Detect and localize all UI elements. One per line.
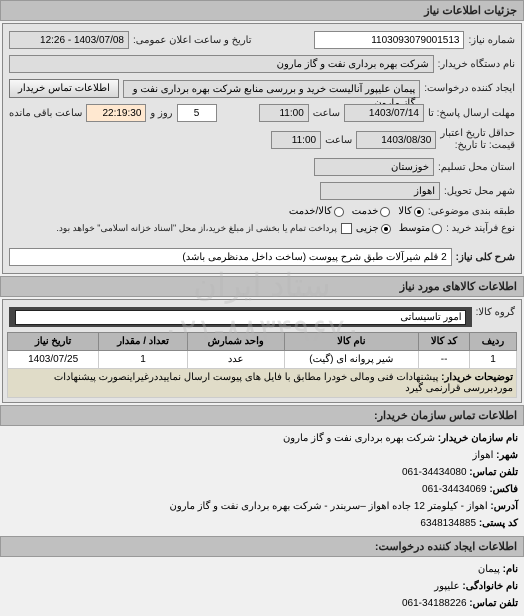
col-qty: تعداد / مقدار <box>99 333 188 351</box>
subject-class-radios: کالا خدمت کالا/خدمت <box>289 206 424 217</box>
goods-panel: گروه کالا: ردیف کد کالا نام کالا واحد شم… <box>2 299 522 403</box>
creator-section-header: اطلاعات ایجاد کننده درخواست: <box>0 536 524 557</box>
contact-fax-label: فاکس: <box>489 484 518 495</box>
creator-tel-value: 34188226-061 <box>402 598 467 609</box>
radio-partial[interactable]: جزیی <box>356 223 391 234</box>
treasury-checkbox[interactable] <box>341 223 352 234</box>
send-deadline-label: مهلت ارسال پاسخ: تا <box>428 108 515 119</box>
city-label: شهر محل تحویل: <box>444 186 515 197</box>
validity-time-field: 11:00 <box>271 131 321 149</box>
contact-fax-value: 34434069-061 <box>422 484 487 495</box>
creator-name-value: پیمان <box>478 564 500 575</box>
group-searchbar <box>9 307 472 327</box>
contact-addr-value: اهواز - کیلومتر 12 جاده اهواز –سربندر - … <box>170 501 488 512</box>
validity-label: حداقل تاریخ اعتبار قیمت: تا تاریخ: <box>440 128 515 152</box>
buyer-notes-row: توضیحات خریدار: پیشنهادات فنی ومالی خودر… <box>8 369 517 398</box>
contact-section-header: اطلاعات تماس سازمان خریدار: <box>0 405 524 426</box>
pub-date-field: 1403/07/08 - 12:26 <box>9 31 129 49</box>
col-code: کد کالا <box>419 333 470 351</box>
city-field: اهواز <box>320 182 440 200</box>
contact-post-label: کد پستی: <box>479 518 518 529</box>
contact-tel-value: 34434080-061 <box>402 467 467 478</box>
col-idx: ردیف <box>470 333 517 351</box>
creator-field: پیمان علیپور آنالیست خرید و بررسی منابع … <box>123 80 420 98</box>
radio-service[interactable]: خدمت <box>352 206 391 217</box>
days-suffix: روز و <box>150 108 172 119</box>
send-time-label: ساعت <box>313 108 340 119</box>
buyer-device-label: نام دستگاه خریدار: <box>438 59 515 70</box>
contact-info: نام سازمان خریدار: شرکت بهره برداری نفت … <box>0 426 524 536</box>
province-label: استان محل تسلیم: <box>438 162 515 173</box>
org-label: نام سازمان خریدار: <box>438 433 518 444</box>
remain-label: ساعت باقی مانده <box>9 108 82 119</box>
cell-date: 1403/07/25 <box>8 351 99 369</box>
subject-class-label: طبقه بندی موضوعی: <box>428 206 515 217</box>
goods-table: ردیف کد کالا نام کالا واحد شمارش تعداد /… <box>7 332 517 398</box>
cell-unit: عدد <box>187 351 284 369</box>
creator-tel-label: تلفن تماس: <box>469 598 518 609</box>
col-name: نام کالا <box>284 333 419 351</box>
cell-code: -- <box>419 351 470 369</box>
need-no-field: 1103093079001513 <box>314 31 464 49</box>
group-input[interactable] <box>15 310 466 325</box>
buy-note: پرداخت تمام یا بخشی از مبلغ خرید،از محل … <box>56 223 336 234</box>
contact-city-value: اهواز <box>473 450 494 461</box>
contact-post-value: 6348134885 <box>420 518 476 529</box>
creator-family-value: علیپور <box>434 581 459 592</box>
contact-city-label: شهر: <box>496 450 518 461</box>
radio-medium[interactable]: متوسط <box>399 223 442 234</box>
table-row[interactable]: 1 -- شیر پروانه ای (گیت) عدد 1 1403/07/2… <box>8 351 517 369</box>
pub-date-label: تاریخ و ساعت اعلان عمومی: <box>133 35 252 46</box>
radio-dot-icon <box>381 224 391 234</box>
creator-name-label: نام: <box>503 564 518 575</box>
buy-type-radios: متوسط جزیی <box>356 223 442 234</box>
send-time-field: 11:00 <box>259 104 309 122</box>
validity-time-label: ساعت <box>325 135 352 146</box>
creator-info: نام: پیمان نام خانوادگی: علیپور تلفن تما… <box>0 557 524 616</box>
table-header-row: ردیف کد کالا نام کالا واحد شمارش تعداد /… <box>8 333 517 351</box>
remain-time-field: 22:19:30 <box>86 104 146 122</box>
radio-dot-icon <box>414 207 424 217</box>
creator-family-label: نام خانوادگی: <box>462 581 518 592</box>
need-no-label: شماره نیاز: <box>468 35 515 46</box>
buyer-device-field: شرکت بهره برداری نفت و گاز مارون <box>9 55 434 73</box>
send-date-field: 1403/07/14 <box>344 104 424 122</box>
meta-panel: شماره نیاز: 1103093079001513 تاریخ و ساع… <box>2 23 522 274</box>
days-left-field: 5 <box>177 104 217 122</box>
radio-goods[interactable]: کالا <box>398 206 424 217</box>
col-date: تاریخ نیاز <box>8 333 99 351</box>
group-label: گروه کالا: <box>476 307 515 327</box>
cell-idx: 1 <box>470 351 517 369</box>
need-title-label: شرح کلی نیاز: <box>456 252 515 263</box>
cell-qty: 1 <box>99 351 188 369</box>
province-field: خوزستان <box>314 158 434 176</box>
goods-section-header: اطلاعات کالاهای مورد نیاز <box>0 276 524 297</box>
need-title-field: 2 قلم شیرآلات طبق شرح پیوست (ساخت داخل م… <box>9 248 452 266</box>
radio-dot-icon <box>380 207 390 217</box>
org-value: شرکت بهره برداری نفت و گاز مارون <box>283 433 435 444</box>
radio-dot-icon <box>432 224 442 234</box>
contact-addr-label: آدرس: <box>490 501 518 512</box>
page-title: جزئیات اطلاعات نیاز <box>0 0 524 21</box>
radio-goods-service[interactable]: کالا/خدمت <box>289 206 344 217</box>
validity-date-field: 1403/08/30 <box>356 131 436 149</box>
cell-name: شیر پروانه ای (گیت) <box>284 351 419 369</box>
radio-dot-icon <box>334 207 344 217</box>
contact-buyer-button[interactable]: اطلاعات تماس خریدار <box>9 79 119 98</box>
contact-tel-label: تلفن تماس: <box>469 467 518 478</box>
col-unit: واحد شمارش <box>187 333 284 351</box>
validity-label-1: حداقل تاریخ اعتبار <box>440 128 515 139</box>
buy-type-label: نوع فرآیند خرید : <box>446 223 515 234</box>
creator-label: ایجاد کننده درخواست: <box>424 83 515 94</box>
validity-label-2: قیمت: تا تاریخ: <box>455 140 515 151</box>
buyer-notes-label: توضیحات خریدار: <box>441 372 513 383</box>
